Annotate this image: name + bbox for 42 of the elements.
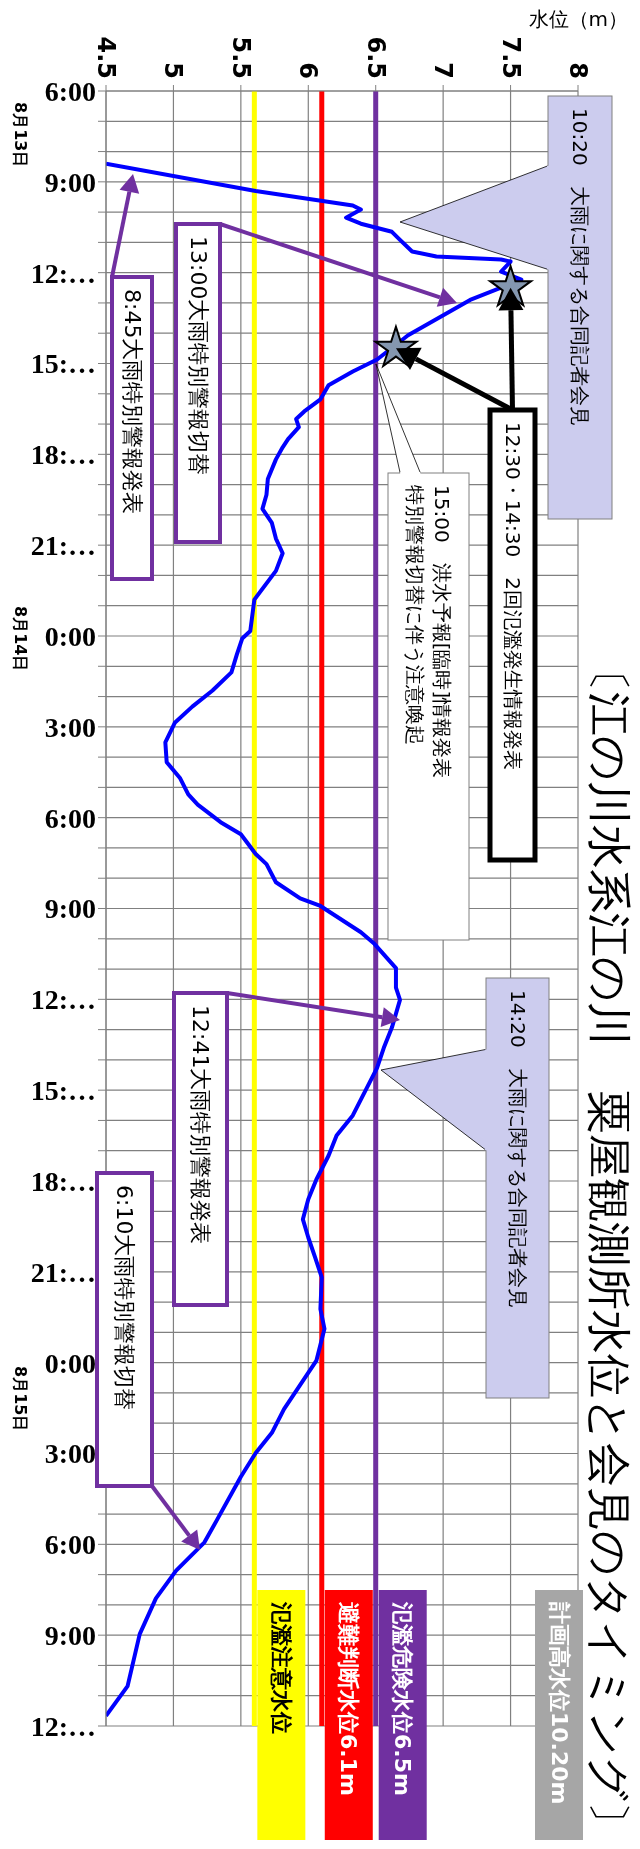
annotation: 8:45大雨特別警報発表 bbox=[119, 289, 145, 515]
y-tick-label: 3:00 bbox=[44, 711, 96, 743]
y-tick-label: 3:00 bbox=[44, 1438, 96, 1470]
annotation: 12:30・14:30 2回氾濫発生情報発表 bbox=[500, 422, 525, 770]
annotation: 12:41大雨特別警報発表 bbox=[188, 1005, 213, 1245]
annotation: 15:00 洪水予報[臨時]情報発表特別警報切替に伴う注意喚起 bbox=[403, 485, 454, 779]
y-tick-label: 15:… bbox=[30, 348, 96, 380]
text: 8月14日 bbox=[10, 606, 30, 672]
x-axis-title: 水位（m） bbox=[528, 7, 628, 31]
y-tick-label: 18:… bbox=[30, 439, 96, 471]
y-tick-label: 6:00 bbox=[44, 802, 96, 834]
x-tick-label: 7.5 bbox=[496, 36, 525, 79]
ref-line-label: 氾濫注意水位 bbox=[268, 1601, 294, 1734]
y-tick-label: 12:… bbox=[30, 984, 96, 1016]
annotation: 6:10大雨特別警報切替 bbox=[112, 1185, 137, 1411]
y-tick-label: 9:00 bbox=[44, 166, 96, 198]
y-tick-label: 21:… bbox=[30, 530, 96, 562]
y-tick-label: 0:00 bbox=[44, 620, 96, 652]
y-tick-label: 0:00 bbox=[44, 1347, 96, 1379]
ref-line-label: 避難判断水位6.1m bbox=[336, 1602, 362, 1796]
text: 8月13日 bbox=[10, 102, 30, 168]
y-tick-label: 15:… bbox=[30, 1075, 96, 1107]
y-tick-label: 21:… bbox=[30, 1256, 96, 1288]
y-tick-label: 12:… bbox=[30, 1710, 96, 1742]
annotation: 10:20 大雨に関する合同記者会見 bbox=[568, 108, 592, 426]
x-tick-label: 6.5 bbox=[361, 36, 390, 79]
y-tick-label: 9:00 bbox=[44, 893, 96, 925]
annotation: 14:20 大雨に関する合同記者会見 bbox=[505, 990, 530, 1308]
text: 〔江の川水系江の川 粟屋観測所水位と会見のタイミング〕 bbox=[583, 648, 633, 1845]
x-tick-label: 6 bbox=[294, 62, 323, 79]
ref-line-label: 氾濫危険水位6.5m bbox=[390, 1601, 416, 1796]
x-tick-label: 7 bbox=[429, 62, 458, 79]
x-tick-label: 5.5 bbox=[226, 36, 255, 79]
y-tick-label: 12:… bbox=[30, 257, 96, 289]
annotation: 計画高水位10.20m bbox=[546, 1601, 572, 1805]
y-tick-label: 18:… bbox=[30, 1165, 96, 1197]
annotation: 13:00大雨特別警報切替 bbox=[185, 236, 211, 476]
text: 8月15日 bbox=[10, 1366, 30, 1432]
y-tick-label: 6:00 bbox=[44, 1529, 96, 1561]
x-tick-label: 5 bbox=[159, 62, 188, 79]
y-tick-label: 9:00 bbox=[44, 1620, 96, 1652]
x-tick-label: 8 bbox=[564, 62, 592, 79]
